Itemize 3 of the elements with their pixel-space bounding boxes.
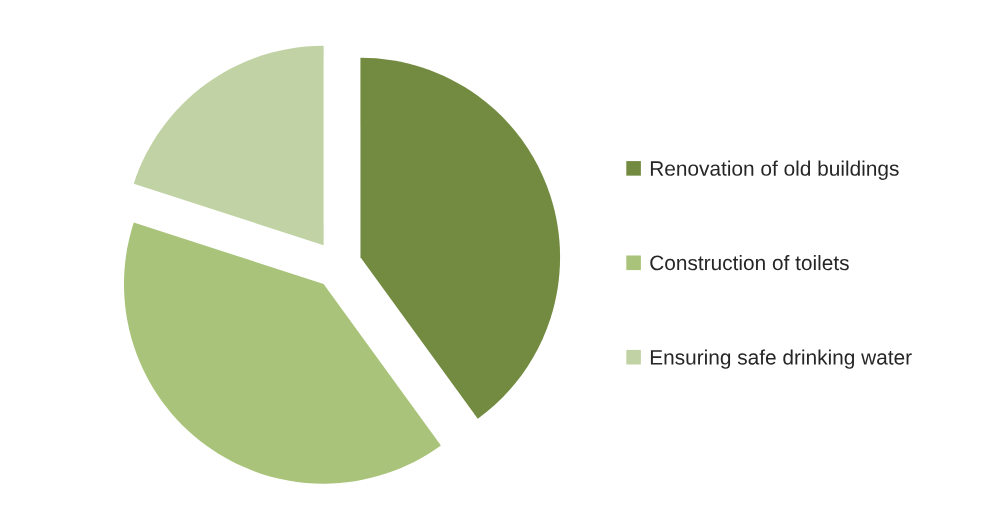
legend-label: Ensuring safe drinking water (650, 349, 912, 369)
legend-label: Construction of toilets (650, 254, 849, 271)
legend-label: Renovation of old buildings (650, 160, 899, 180)
